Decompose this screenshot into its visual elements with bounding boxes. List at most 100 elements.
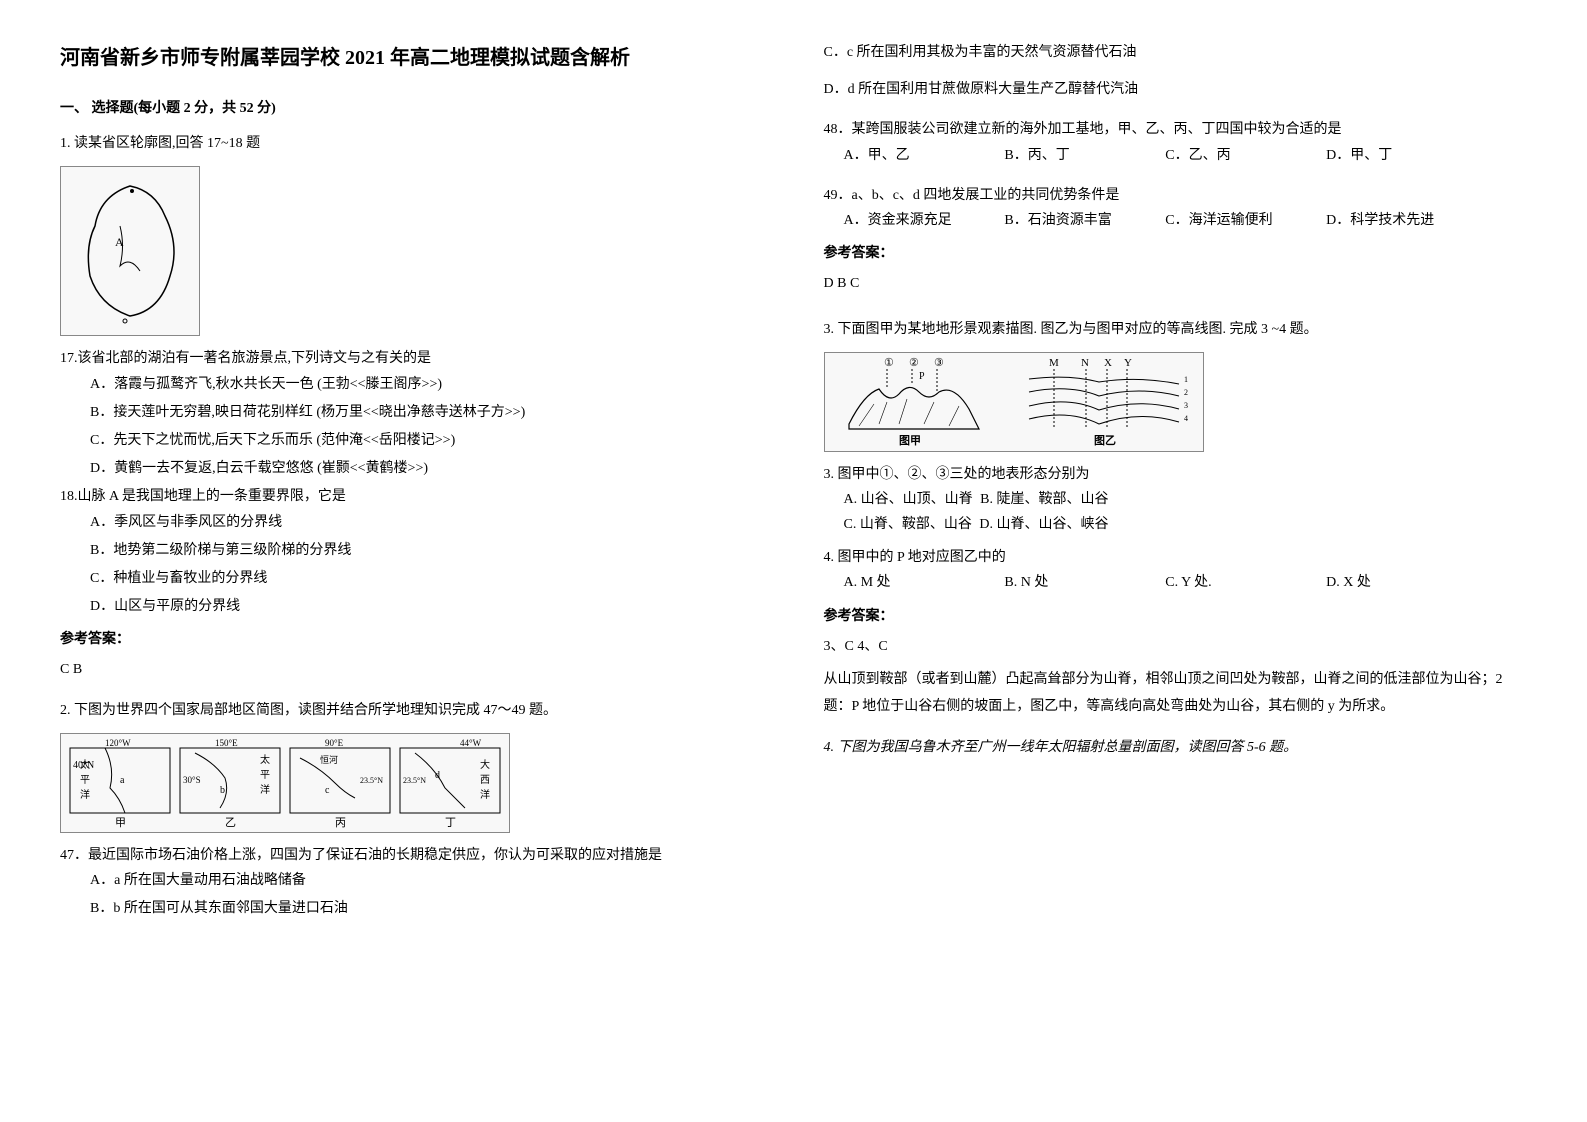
svg-text:太: 太 xyxy=(80,758,90,771)
svg-text:西: 西 xyxy=(480,775,490,786)
svg-text:乙: 乙 xyxy=(225,816,236,828)
svg-text:洋: 洋 xyxy=(480,788,490,801)
svg-text:1: 1 xyxy=(1184,375,1188,384)
q2-answer: D B C xyxy=(824,271,1528,296)
four-map-svg: 120°W 40°N 太 平 洋 a 甲 150°E 30°S 太 xyxy=(65,738,505,828)
q3-sub4-d: D. X 处 xyxy=(1326,570,1487,595)
svg-text:Y: Y xyxy=(1124,357,1132,369)
q48-option-d: D．甲、丁 xyxy=(1326,143,1487,168)
q17-option-a: A．落霞与孤鹜齐飞,秋水共长天一色 (王勃<<滕王阁序>>) xyxy=(60,372,764,397)
question-3-block: 3. 下面图甲为某地地形景观素描图. 图乙为与图甲对应的等高线图. 完成 3 ~… xyxy=(824,317,1528,721)
svg-text:丁: 丁 xyxy=(445,817,456,828)
svg-text:A: A xyxy=(115,235,124,249)
svg-text:平: 平 xyxy=(80,775,90,786)
page-container: 河南省新乡市师专附属莘园学校 2021 年高二地理模拟试题含解析 一、 选择题(… xyxy=(60,40,1527,936)
svg-text:44°W: 44°W xyxy=(460,738,482,748)
q4-intro: 4. 下图为我国乌鲁木齐至广州一线年太阳辐射总量剖面图，读图回答 5-6 题。 xyxy=(824,735,1528,760)
svg-text:30°S: 30°S xyxy=(183,775,201,785)
q3-sub3-c: C. 山脊、鞍部、山谷 xyxy=(844,517,972,532)
question-2-block: 2. 下图为世界四个国家局部地区简图，读图并结合所学地理知识完成 47～49 题… xyxy=(60,698,764,922)
svg-text:23.5°N: 23.5°N xyxy=(360,776,383,785)
svg-text:①: ① xyxy=(884,357,894,369)
q49-option-d: D．科学技术先进 xyxy=(1326,208,1487,233)
svg-text:平: 平 xyxy=(260,770,270,781)
left-column: 河南省新乡市师专附属莘园学校 2021 年高二地理模拟试题含解析 一、 选择题(… xyxy=(60,40,764,936)
province-outline-image: A xyxy=(60,166,200,336)
svg-text:图乙: 图乙 xyxy=(1094,434,1116,447)
q3-sub4-c: C. Y 处. xyxy=(1165,570,1326,595)
q3-sub4-a: A. M 处 xyxy=(844,570,1005,595)
q48-text: 48．某跨国服装公司欲建立新的海外加工基地，甲、乙、丙、丁四国中较为合适的是 xyxy=(824,117,1528,142)
q3-intro: 3. 下面图甲为某地地形景观素描图. 图乙为与图甲对应的等高线图. 完成 3 ~… xyxy=(824,317,1528,342)
q1-intro: 1. 读某省区轮廓图,回答 17~18 题 xyxy=(60,131,764,156)
svg-text:90°E: 90°E xyxy=(325,738,344,748)
svg-text:甲: 甲 xyxy=(115,817,126,828)
svg-text:M: M xyxy=(1049,357,1059,369)
q2-answer-label: 参考答案： xyxy=(824,241,1528,266)
svg-text:P: P xyxy=(919,371,925,382)
question-1-block: 1. 读某省区轮廓图,回答 17~18 题 A 17.该省北部的湖泊有一著名旅游… xyxy=(60,131,764,682)
svg-text:太: 太 xyxy=(260,753,270,766)
right-column: C．c 所在国利用其极为丰富的天然气资源替代石油 D．d 所在国利用甘蔗做原料大… xyxy=(824,40,1528,936)
q48-option-c: C．乙、丙 xyxy=(1165,143,1326,168)
svg-text:X: X xyxy=(1104,357,1112,369)
q49-option-c: C．海洋运输便利 xyxy=(1165,208,1326,233)
svg-text:丙: 丙 xyxy=(335,817,346,828)
terrain-svg: ① ② ③ P 图甲 M N X xyxy=(829,354,1199,449)
svg-text:a: a xyxy=(120,775,125,786)
svg-text:③: ③ xyxy=(934,357,944,369)
svg-text:d: d xyxy=(435,770,440,781)
q1-answer-label: 参考答案： xyxy=(60,627,764,652)
q3-sub4-b: B. N 处 xyxy=(1004,570,1165,595)
svg-text:150°E: 150°E xyxy=(215,738,238,748)
q49-option-a: A．资金来源充足 xyxy=(844,208,1005,233)
q18-option-a: A．季风区与非季风区的分界线 xyxy=(60,510,764,535)
q17-text: 17.该省北部的湖泊有一著名旅游景点,下列诗文与之有关的是 xyxy=(60,346,764,371)
svg-text:23.5°N: 23.5°N xyxy=(403,776,426,785)
svg-text:3: 3 xyxy=(1184,401,1188,410)
q18-option-b: B．地势第二级阶梯与第三级阶梯的分界线 xyxy=(60,538,764,563)
q47-option-a: A．a 所在国大量动用石油战略储备 xyxy=(60,868,764,893)
q3-sub3-d: D. 山脊、山谷、峡谷 xyxy=(979,517,1108,532)
q48-option-b: B．丙、丁 xyxy=(1004,143,1165,168)
document-title: 河南省新乡市师专附属莘园学校 2021 年高二地理模拟试题含解析 xyxy=(60,40,764,76)
svg-text:2: 2 xyxy=(1184,388,1188,397)
q49-options: A．资金来源充足 B．石油资源丰富 C．海洋运输便利 D．科学技术先进 xyxy=(824,208,1528,233)
svg-text:大: 大 xyxy=(480,758,490,771)
svg-text:N: N xyxy=(1081,357,1089,369)
q18-text: 18.山脉 A 是我国地理上的一条重要界限，它是 xyxy=(60,484,764,509)
section-1-header: 一、 选择题(每小题 2 分，共 52 分) xyxy=(60,96,764,121)
four-countries-map: 120°W 40°N 太 平 洋 a 甲 150°E 30°S 太 xyxy=(60,733,510,833)
q47-option-c: C．c 所在国利用其极为丰富的天然气资源替代石油 xyxy=(824,40,1528,65)
svg-text:c: c xyxy=(325,785,330,796)
q48-option-a: A．甲、乙 xyxy=(844,143,1005,168)
q47-option-b: B．b 所在国可从其东面邻国大量进口石油 xyxy=(60,896,764,921)
q3-answer-label: 参考答案： xyxy=(824,604,1528,629)
q3-answer: 3、C 4、C xyxy=(824,634,1528,659)
svg-text:②: ② xyxy=(909,357,919,369)
q17-option-c: C．先天下之忧而忧,后天下之乐而乐 (范仲淹<<岳阳楼记>>) xyxy=(60,428,764,453)
q1-answer: C B xyxy=(60,657,764,682)
q49-option-b: B．石油资源丰富 xyxy=(1004,208,1165,233)
q3-sub3-text: 3. 图甲中①、②、③三处的地表形态分别为 xyxy=(824,462,1528,487)
svg-text:洋: 洋 xyxy=(260,783,270,796)
q17-option-b: B．接天莲叶无穷碧,映日荷花别样红 (杨万里<<晓出净慈寺送林子方>>) xyxy=(60,400,764,425)
q48-options: A．甲、乙 B．丙、丁 C．乙、丙 D．甲、丁 xyxy=(824,143,1528,168)
q3-sub3-a: A. 山谷、山顶、山脊 xyxy=(844,492,973,507)
q49-text: 49．a、b、c、d 四地发展工业的共同优势条件是 xyxy=(824,183,1528,208)
q3-sub3-b: B. 陡崖、鞍部、山谷 xyxy=(980,492,1108,507)
q18-option-d: D．山区与平原的分界线 xyxy=(60,594,764,619)
q47-option-d: D．d 所在国利用甘蔗做原料大量生产乙醇替代汽油 xyxy=(824,77,1528,102)
svg-text:恒河: 恒河 xyxy=(320,754,338,765)
q18-option-c: C．种植业与畜牧业的分界线 xyxy=(60,566,764,591)
map-svg: A xyxy=(70,176,190,326)
terrain-diagram-pair: ① ② ③ P 图甲 M N X xyxy=(824,352,1204,452)
q3-explanation: 从山顶到鞍部（或者到山麓）凸起高耸部分为山脊，相邻山顶之间凹处为鞍部，山脊之间的… xyxy=(824,667,1528,720)
svg-text:b: b xyxy=(220,785,225,796)
svg-text:洋: 洋 xyxy=(80,788,90,801)
q3-sub3-ab: A. 山谷、山顶、山脊 B. 陡崖、鞍部、山谷 xyxy=(824,487,1528,512)
q3-sub3-cd: C. 山脊、鞍部、山谷 D. 山脊、山谷、峡谷 xyxy=(824,512,1528,537)
q2-intro: 2. 下图为世界四个国家局部地区简图，读图并结合所学地理知识完成 47～49 题… xyxy=(60,698,764,723)
q17-option-d: D．黄鹤一去不复返,白云千载空悠悠 (崔颢<<黄鹤楼>>) xyxy=(60,456,764,481)
svg-text:图甲: 图甲 xyxy=(899,434,921,447)
